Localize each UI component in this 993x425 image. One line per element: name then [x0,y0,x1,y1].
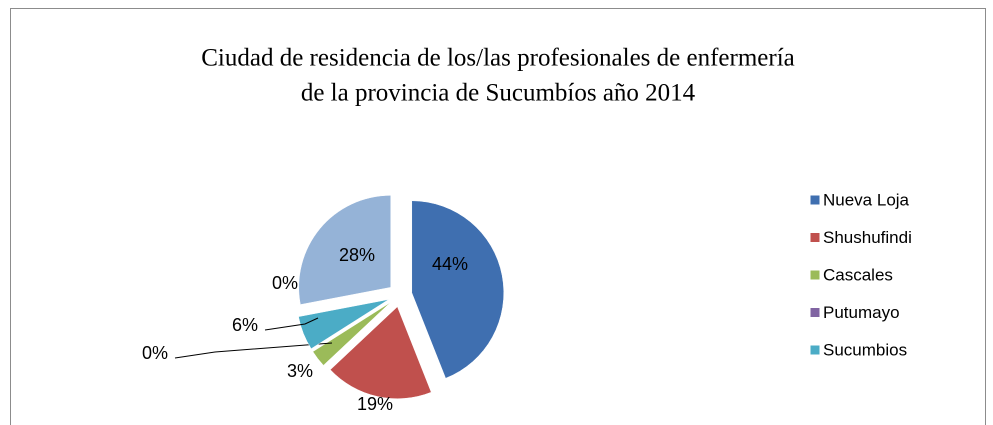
data-label: 0% [142,343,168,363]
chart-frame [10,8,986,425]
legend-label: Putumayo [823,303,900,322]
pie-slice [312,302,391,366]
pie-slice [329,306,432,399]
data-label: 28% [339,245,375,265]
data-label: 0% [272,273,298,293]
pie-slice [411,200,505,379]
legend-swatch [809,307,821,318]
pie-slice [298,195,392,305]
data-label: 19% [357,394,393,414]
legend-label: Sucumbios [823,340,907,359]
data-label: 44% [432,254,468,274]
data-label: 6% [232,315,258,335]
chart-title: Ciudad de residencia de los/las profesio… [201,45,795,72]
legend-swatch [809,269,821,281]
legend-swatch [809,344,821,356]
legend-label: Shushufindi [823,228,912,247]
legend-swatch [809,194,821,206]
chart-title: de la provincia de Sucumbíos año 2014 [301,80,696,107]
data-label: 3% [287,361,313,381]
leader-line [264,317,319,331]
legend-label: Cascales [823,265,893,284]
legend-label: Nueva Loja [823,190,910,209]
pie-slice [298,299,389,350]
legend-swatch [809,232,821,243]
leader-line [174,342,333,359]
pie-slice [312,301,391,351]
